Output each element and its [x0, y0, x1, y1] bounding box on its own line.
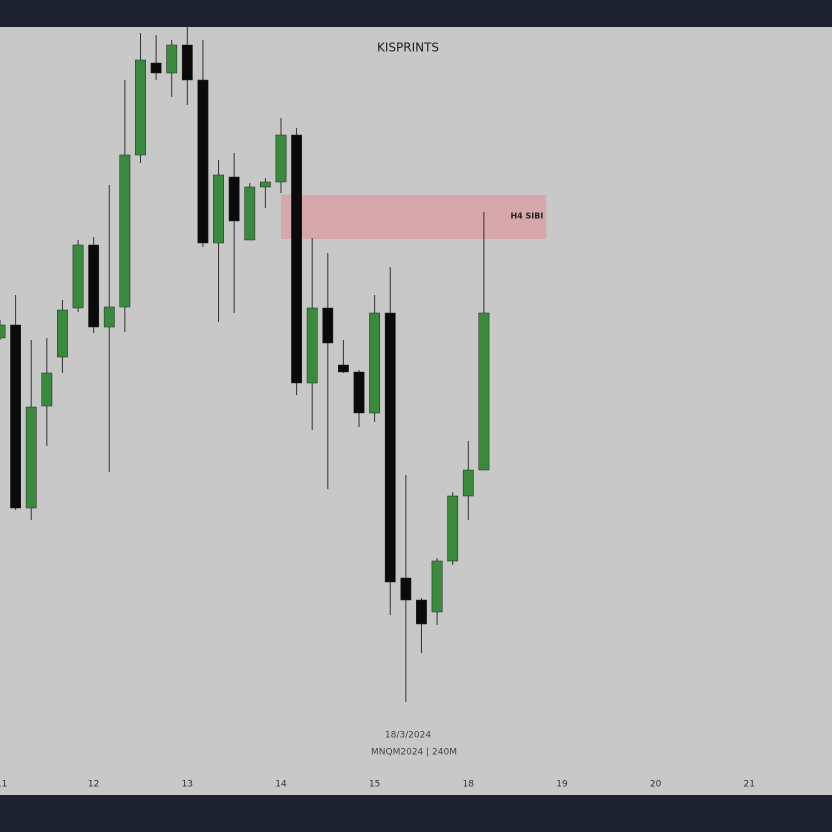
candle-body: [166, 44, 178, 74]
candle-body: [72, 244, 84, 309]
candle-body: [462, 469, 474, 497]
candle-body: [103, 306, 115, 328]
candle-body: [244, 186, 256, 241]
candle-body: [25, 406, 37, 509]
candle-body: [400, 577, 412, 601]
top-bar: [0, 0, 832, 27]
candle-body: [197, 79, 209, 244]
chart-title: KISPRINTS: [377, 41, 439, 55]
candle-body: [135, 59, 146, 156]
candle-body: [88, 244, 100, 328]
x-tick-label: 11: [0, 780, 7, 790]
candle-body: [259, 181, 271, 188]
candle-body: [10, 324, 22, 509]
candle-body: [0, 324, 6, 339]
zone: [280, 195, 547, 239]
x-tick-label: 18: [463, 780, 475, 790]
candle-body: [150, 62, 162, 74]
candle-body: [447, 495, 459, 562]
symbol-label: MNQM2024 | 240M: [371, 748, 457, 758]
candle-body: [228, 176, 240, 222]
candle-body: [57, 309, 68, 358]
date-label: 18/3/2024: [385, 731, 431, 741]
candle-body: [213, 174, 224, 244]
candle-body: [369, 312, 381, 414]
x-tick-label: 14: [275, 780, 287, 790]
candle-body: [41, 372, 53, 407]
candle-body: [431, 560, 443, 613]
x-tick-label: 21: [744, 780, 755, 790]
x-tick-label: 19: [556, 780, 568, 790]
candle-body: [306, 307, 318, 384]
candle-body: [181, 44, 193, 81]
candle-body: [322, 307, 334, 344]
candle-body: [478, 312, 490, 471]
candle-body: [384, 312, 396, 583]
candle-body: [338, 364, 349, 373]
candle-body: [416, 599, 427, 625]
x-tick-label: 12: [88, 780, 99, 790]
candle-body: [275, 134, 287, 183]
x-tick-label: 15: [369, 780, 380, 790]
bottom-bar: [0, 795, 832, 832]
x-tick-label: 13: [182, 780, 193, 790]
candle-body: [291, 134, 302, 384]
candle-body: [353, 371, 365, 414]
zone-label: H4 SIBI: [510, 212, 543, 221]
candle-body: [119, 154, 131, 308]
x-tick-label: 20: [650, 780, 662, 790]
